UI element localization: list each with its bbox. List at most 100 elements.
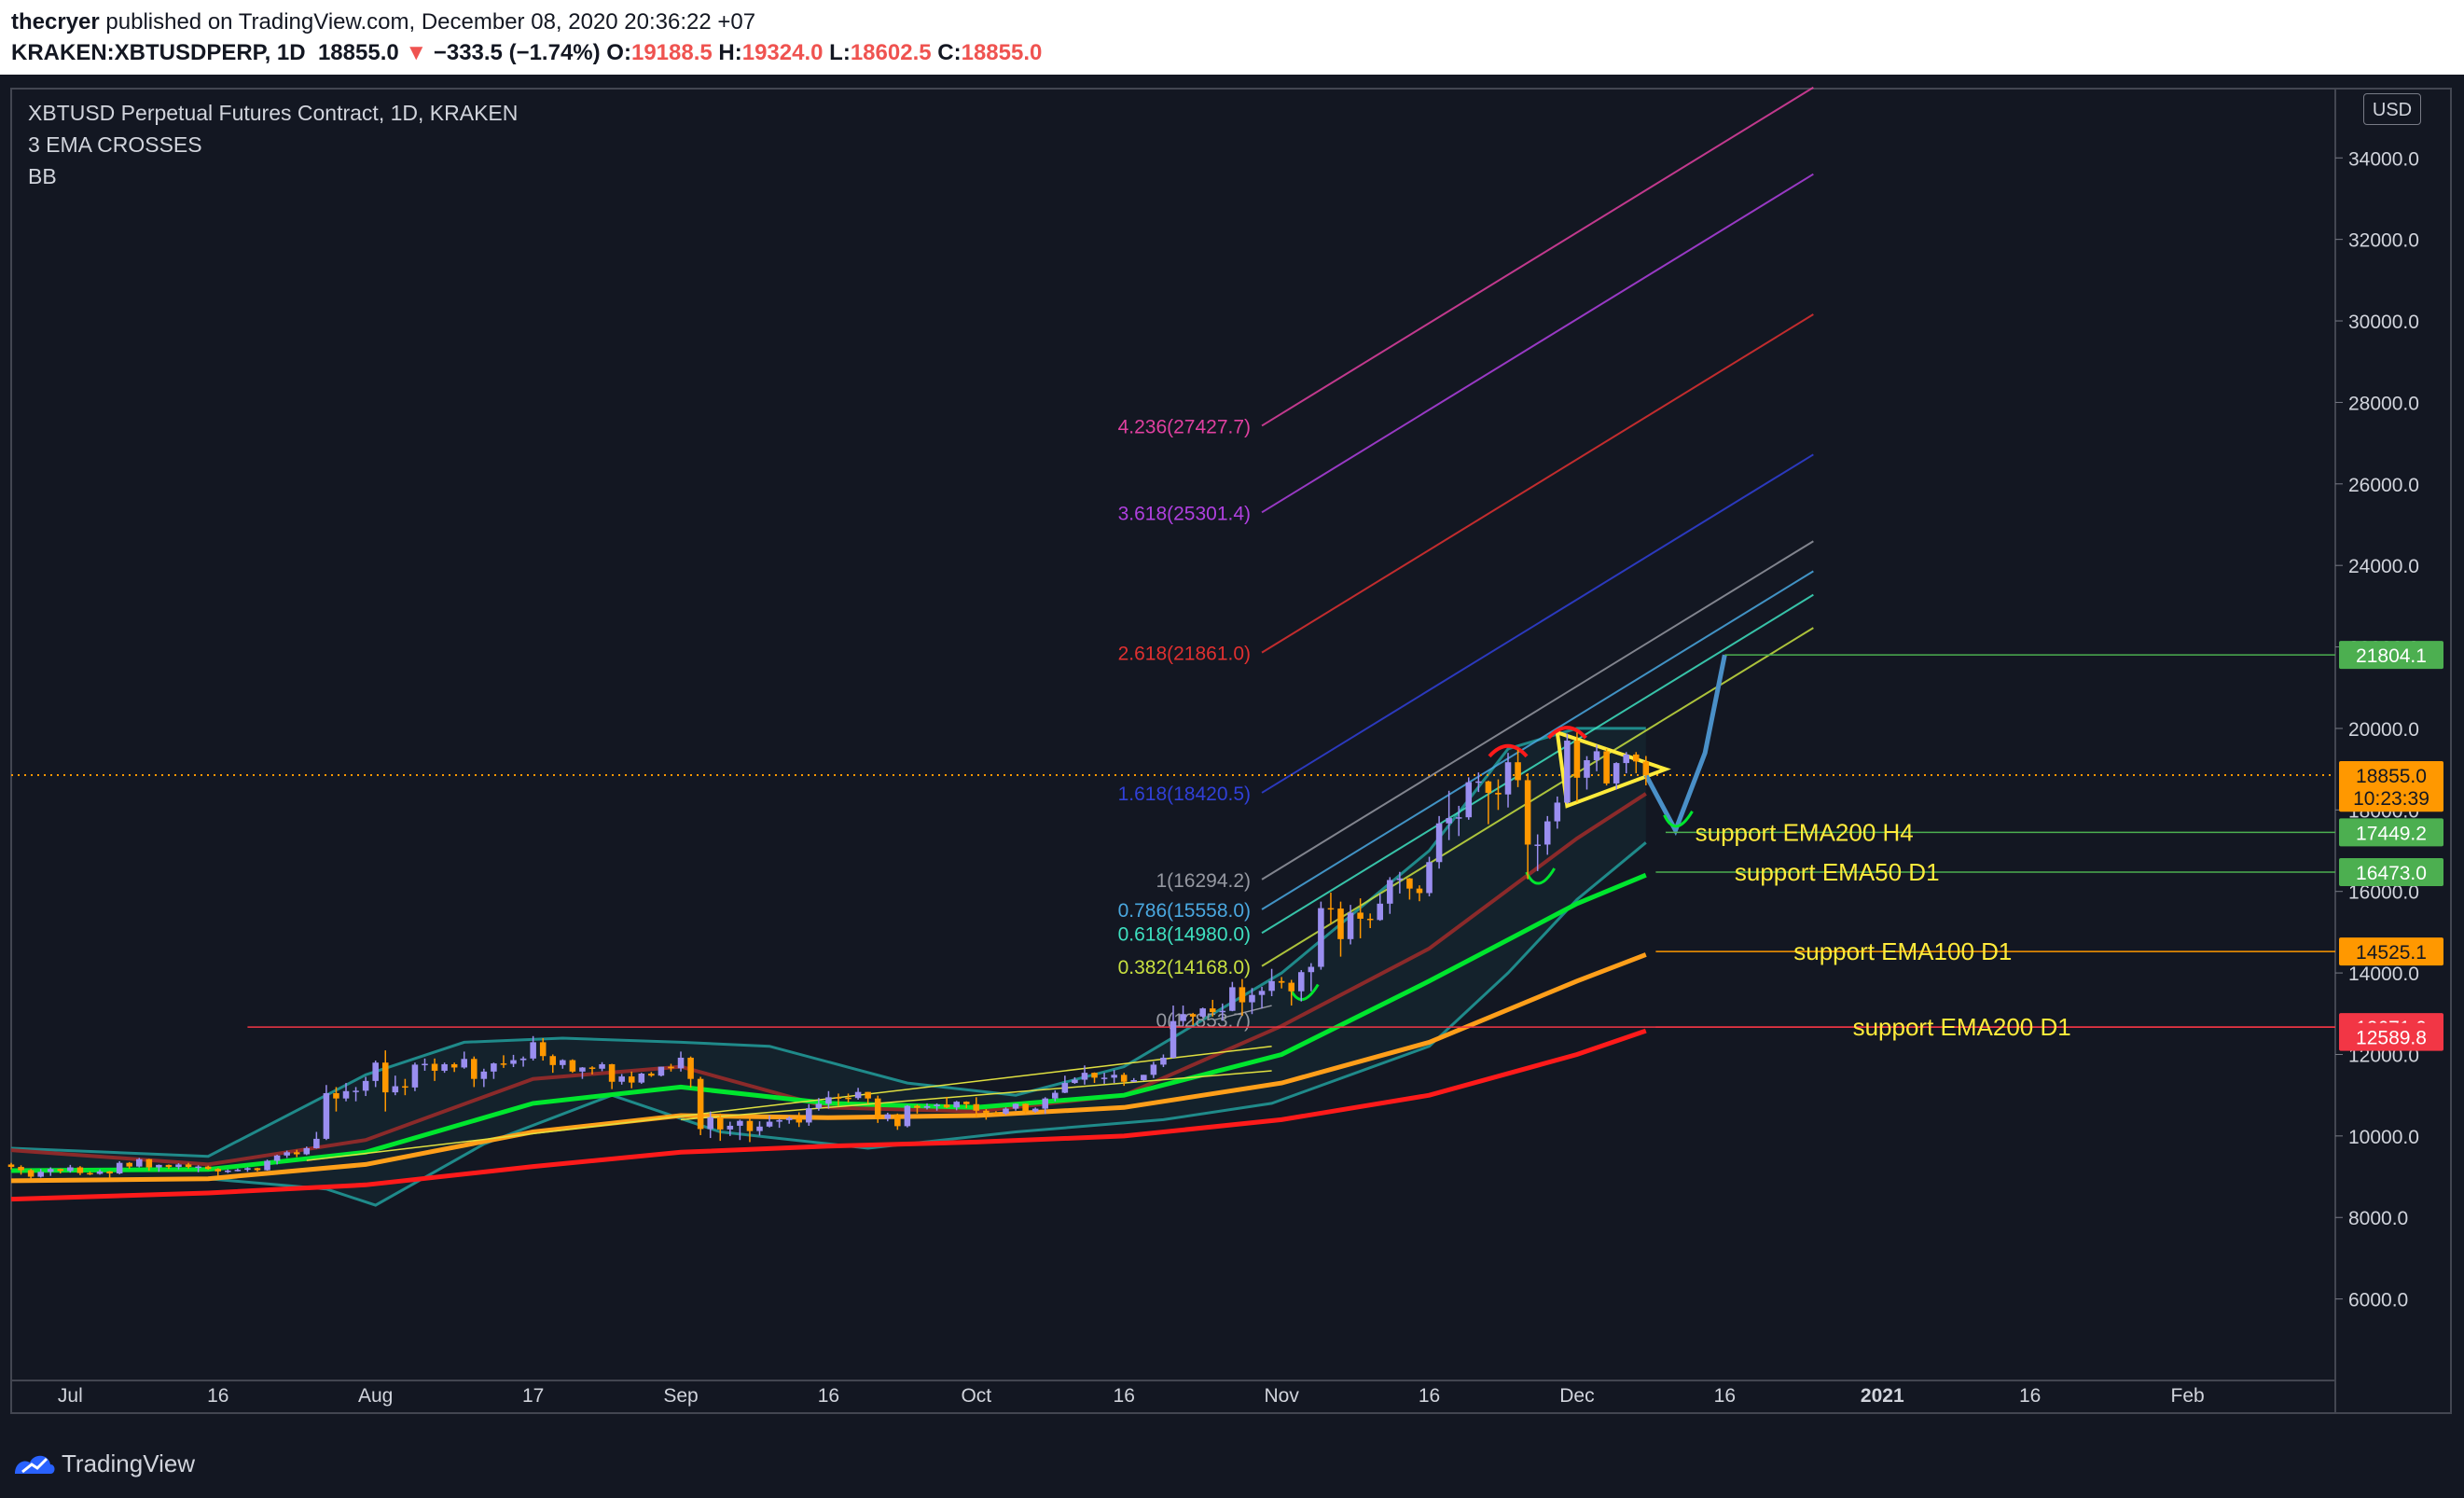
candle: [1642, 756, 1650, 786]
candle: [1543, 815, 1551, 855]
candle: [983, 1109, 990, 1120]
candle: [1475, 772, 1482, 793]
candle-body: [87, 1172, 93, 1175]
candle-body: [727, 1125, 734, 1130]
price-label-bg-5: [2339, 937, 2443, 966]
candle-body: [992, 1112, 1000, 1115]
down-arrow-icon: ▼: [405, 40, 428, 65]
fib-line-0: [1261, 86, 1814, 427]
candle: [1435, 815, 1443, 869]
indicator-lines: [10, 727, 1647, 1207]
price-tick-label: 14000.0: [2348, 964, 2419, 985]
candle: [1515, 749, 1521, 787]
candle: [1229, 981, 1236, 1012]
candle-body: [1141, 1075, 1147, 1080]
candle-body: [1239, 987, 1246, 1003]
candle: [1278, 977, 1285, 989]
candle-body: [1081, 1073, 1088, 1080]
candle: [923, 1103, 931, 1110]
fib-label-3: 1.618(18420.5): [1118, 784, 1251, 805]
candle-body: [273, 1155, 281, 1161]
candle-body: [628, 1076, 635, 1083]
currency-button[interactable]: USD: [2363, 93, 2421, 125]
fib-line-7: [1261, 627, 1814, 967]
price-tick-label: 6000.0: [2348, 1290, 2408, 1311]
candle-body: [1406, 878, 1413, 889]
tradingview-brand[interactable]: TradingView: [62, 1449, 196, 1477]
candle-body: [973, 1103, 980, 1111]
price-tick-label: 20000.0: [2348, 719, 2419, 741]
candle: [806, 1103, 812, 1126]
candle: [145, 1158, 153, 1171]
legend-indicator-bb[interactable]: BB: [28, 164, 57, 188]
price-tick-label: 28000.0: [2348, 393, 2419, 414]
candle: [1406, 878, 1413, 900]
legend-indicator-ema[interactable]: 3 EMA CROSSES: [28, 132, 202, 157]
candle-body: [677, 1057, 685, 1069]
candle: [441, 1062, 448, 1074]
candle: [323, 1085, 330, 1141]
candle-body: [687, 1057, 694, 1079]
trendline-lower: [680, 1070, 1272, 1121]
candle: [264, 1159, 270, 1171]
candle-body: [1219, 1010, 1226, 1013]
publish-info: thecryer published on TradingView.com, D…: [11, 9, 755, 35]
candle-body: [471, 1059, 478, 1079]
candle: [1249, 988, 1255, 1015]
low-label: L:: [829, 40, 851, 65]
candle: [519, 1056, 527, 1067]
fib-line-4: [1261, 540, 1814, 881]
candle-body: [865, 1091, 871, 1099]
symbol-label: KRAKEN:XBTUSDPERP, 1D: [11, 40, 306, 65]
price-tick-label: 34000.0: [2348, 148, 2419, 170]
candle-body: [983, 1110, 990, 1113]
legend-title[interactable]: XBTUSD Perpetual Futures Contract, 1D, K…: [28, 101, 519, 125]
candle-body: [1337, 909, 1344, 939]
candle-body: [1504, 762, 1512, 795]
candle: [1150, 1061, 1157, 1078]
candle: [225, 1169, 231, 1173]
footer: TradingView: [0, 1429, 2464, 1498]
candle: [1633, 752, 1640, 774]
candle: [1534, 834, 1541, 871]
time-axis: Jul 16 Aug 17 Sep 16 Oct 16 Nov 16 Dec 16 2021 16 Feb: [58, 1385, 2205, 1407]
time-tick-label: 16: [818, 1385, 839, 1407]
candle-body: [796, 1117, 803, 1123]
candle: [313, 1131, 320, 1149]
candle: [1042, 1097, 1049, 1115]
candle-body: [510, 1060, 517, 1064]
time-tick-label: 16: [1419, 1385, 1440, 1407]
candle-body: [1072, 1079, 1078, 1084]
candle: [372, 1061, 379, 1088]
candle-body: [381, 1062, 389, 1093]
candle: [1554, 796, 1561, 829]
candle: [549, 1054, 557, 1074]
candle: [1091, 1072, 1098, 1084]
candle-body: [293, 1152, 300, 1155]
price-chart[interactable]: 4.236(27427.7) 3.618(25301.4) 2.618(21861.…: [0, 75, 2464, 1429]
candle-body: [1249, 994, 1255, 1003]
candle-body: [1584, 760, 1590, 778]
candle: [126, 1161, 132, 1169]
candle-body: [776, 1119, 782, 1122]
candle: [992, 1111, 1000, 1116]
candle-body: [342, 1090, 350, 1099]
candle-body: [668, 1066, 674, 1069]
candle: [18, 1165, 24, 1175]
candle-body: [707, 1117, 713, 1130]
high-value: 19324.0: [741, 40, 824, 65]
candle: [273, 1154, 281, 1165]
author-name[interactable]: thecryer: [11, 9, 100, 35]
candle: [1603, 748, 1610, 786]
candle: [293, 1149, 300, 1158]
candle: [1416, 885, 1423, 902]
candle: [746, 1117, 754, 1143]
candle-body: [806, 1108, 812, 1123]
candle-body: [1515, 762, 1521, 781]
candle-body: [519, 1058, 527, 1061]
candle: [491, 1062, 497, 1079]
candle: [96, 1169, 104, 1175]
publish-text: published on TradingView.com, December 0…: [105, 9, 756, 35]
candle-body: [716, 1117, 724, 1130]
candle: [1377, 893, 1384, 922]
